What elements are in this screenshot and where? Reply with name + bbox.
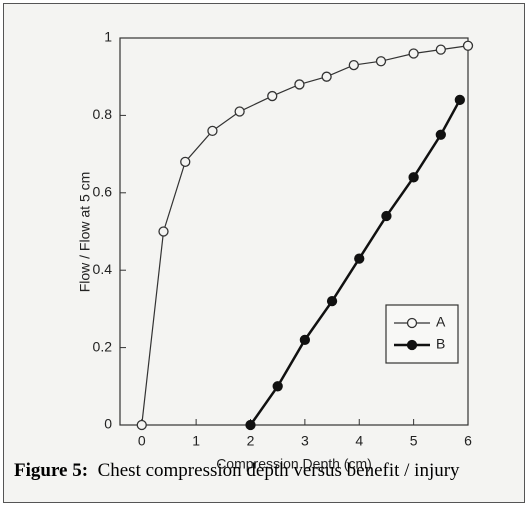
data-point xyxy=(408,48,419,59)
y-tick-label: 1 xyxy=(104,29,112,45)
legend-label: B xyxy=(436,336,445,352)
x-tick-label: 0 xyxy=(138,433,146,449)
plot-frame xyxy=(119,37,469,426)
data-point xyxy=(354,253,365,264)
x-tick-label: 5 xyxy=(410,433,418,449)
x-axis-title: Compression Depth (cm) xyxy=(216,456,372,472)
x-tick-label: 3 xyxy=(301,433,309,449)
data-point xyxy=(375,56,387,67)
data-point xyxy=(158,226,169,237)
data-point xyxy=(381,210,392,222)
y-tick-label: 0.6 xyxy=(93,184,113,200)
data-point xyxy=(136,419,147,431)
series-line xyxy=(141,45,469,426)
data-point xyxy=(348,59,359,71)
x-tick-label: 2 xyxy=(247,433,255,449)
caption-text: Chest compression depth versus benefit /… xyxy=(97,460,460,481)
data-point xyxy=(267,90,278,102)
series-line xyxy=(249,99,461,426)
legend-marker xyxy=(406,339,418,351)
x-tick-label: 6 xyxy=(464,433,472,449)
x-tick-label: 1 xyxy=(192,433,200,449)
figure-frame xyxy=(3,3,525,503)
data-point xyxy=(272,381,283,392)
data-point xyxy=(299,334,311,346)
caption-label: Figure 5: xyxy=(14,460,89,481)
y-tick-label: 0.2 xyxy=(93,338,113,354)
data-point xyxy=(245,419,256,431)
x-tick-label: 4 xyxy=(355,433,363,449)
data-point xyxy=(454,94,465,106)
legend-box xyxy=(385,304,459,364)
data-point xyxy=(294,79,305,90)
data-point xyxy=(462,40,474,51)
y-tick-label: 0.8 xyxy=(93,106,113,122)
y-axis-title: Flow / Flow at 5 cm xyxy=(77,172,93,293)
data-point xyxy=(408,172,419,183)
data-point xyxy=(180,156,191,167)
legend-label: A xyxy=(436,314,446,330)
caption: Figure 5: Chest compression depth versus… xyxy=(14,460,514,482)
data-point xyxy=(435,44,446,55)
legend-marker xyxy=(406,317,418,329)
y-tick-label: 0.4 xyxy=(93,261,113,277)
data-point xyxy=(326,296,338,307)
data-point xyxy=(207,125,218,137)
data-point xyxy=(234,106,245,117)
data-point xyxy=(435,129,446,140)
y-tick-label: 0 xyxy=(104,416,112,432)
data-point xyxy=(321,71,332,82)
